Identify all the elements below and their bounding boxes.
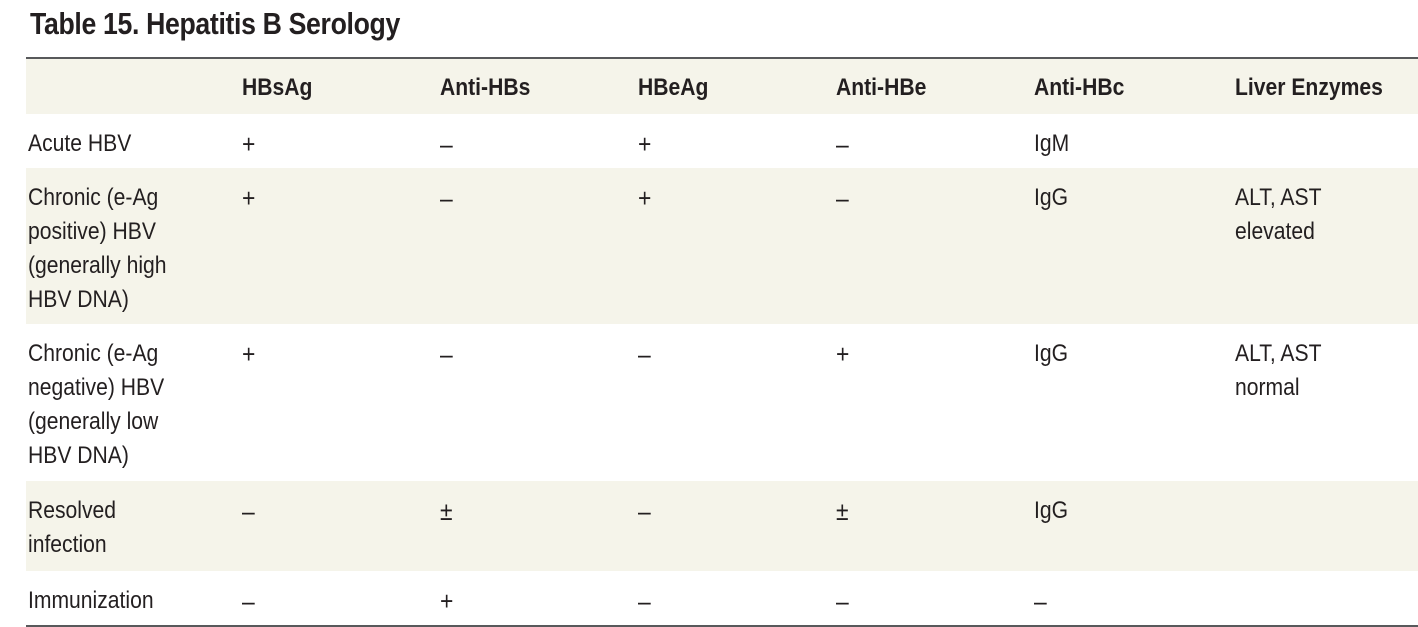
anti-hbe-value: – [836, 183, 849, 213]
table-row: Acute HBV + – + – IgM [26, 114, 1418, 168]
hbsag-value: + [242, 183, 256, 213]
table-title: Table 15. Hepatitis B Serology [30, 6, 400, 41]
column-header-hbsag: HBsAg [242, 74, 313, 101]
hbsag-value: – [242, 496, 255, 526]
hbeag-value: + [638, 183, 652, 213]
hbeag-value: – [638, 586, 651, 616]
anti-hbc-value: – [1034, 586, 1047, 616]
row-label: Chronic (e-Ag positive) HBV (generally h… [28, 184, 167, 313]
anti-hbs-value: ± [440, 496, 453, 526]
column-header-hbeag: HBeAg [638, 74, 709, 101]
table-row: Immunization – + – – – [26, 571, 1418, 625]
column-header-anti-hbc: Anti-HBc [1034, 74, 1125, 101]
table-row: Resolved infection – ± – ± IgG [26, 481, 1418, 571]
hbsag-value: + [242, 339, 256, 369]
row-label: Chronic (e-Ag negative) HBV (generally l… [28, 340, 165, 469]
anti-hbs-value: – [440, 339, 453, 369]
anti-hbe-value: – [836, 586, 849, 616]
anti-hbc-value: IgG [1034, 497, 1069, 524]
hbsag-value: + [242, 129, 256, 159]
hbeag-value: + [638, 129, 652, 159]
anti-hbe-value: + [836, 339, 850, 369]
liver-enzymes-value: ALT, AST normal [1235, 340, 1322, 401]
anti-hbe-value: – [836, 129, 849, 159]
hbsag-value: – [242, 586, 255, 616]
row-label: Acute HBV [28, 130, 132, 157]
row-label: Immunization [28, 587, 154, 614]
hbeag-value: – [638, 339, 651, 369]
table-row: Chronic (e-Ag negative) HBV (generally l… [26, 324, 1418, 481]
anti-hbs-value: – [440, 183, 453, 213]
serology-table: HBsAg Anti-HBs HBeAg Anti-HBe Anti-HBc L… [26, 57, 1418, 627]
column-header-anti-hbs: Anti-HBs [440, 74, 531, 101]
column-header-anti-hbe: Anti-HBe [836, 74, 927, 101]
table-row: Chronic (e-Ag positive) HBV (generally h… [26, 168, 1418, 324]
anti-hbs-value: – [440, 129, 453, 159]
liver-enzymes-value: ALT, AST elevated [1235, 184, 1322, 245]
table-header-row: HBsAg Anti-HBs HBeAg Anti-HBe Anti-HBc L… [26, 59, 1418, 114]
anti-hbe-value: ± [836, 496, 849, 526]
anti-hbc-value: IgG [1034, 184, 1069, 211]
anti-hbc-value: IgG [1034, 340, 1069, 367]
column-header-liver-enzymes: Liver Enzymes [1235, 74, 1383, 101]
row-label: Resolved infection [28, 497, 117, 558]
anti-hbc-value: IgM [1034, 130, 1070, 157]
anti-hbs-value: + [440, 586, 454, 616]
hbeag-value: – [638, 496, 651, 526]
